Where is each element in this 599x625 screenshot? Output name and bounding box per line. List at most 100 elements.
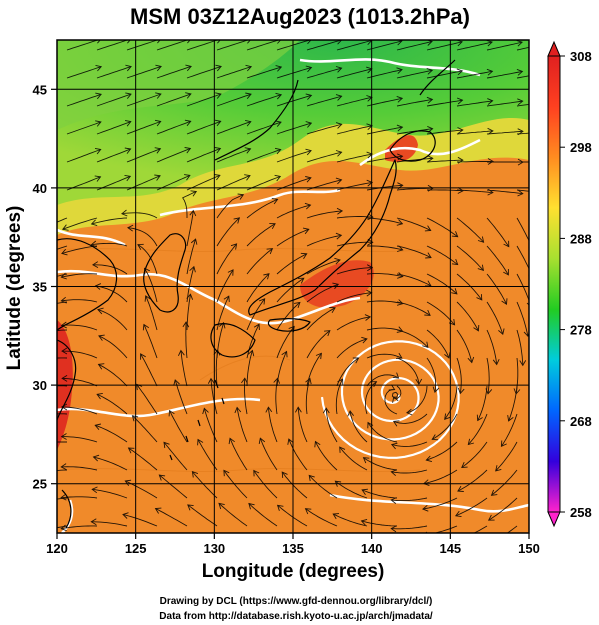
streamline [306, 123, 342, 135]
streamline [336, 68, 372, 79]
streamline [61, 466, 98, 471]
streamline-arrow [207, 377, 215, 384]
streamline-arrow [218, 502, 225, 510]
streamline-arrow [247, 349, 255, 357]
streamline [156, 65, 192, 79]
x-tick-label: 140 [361, 541, 383, 556]
streamline [92, 488, 128, 499]
streamline [186, 210, 194, 247]
streamline [486, 329, 498, 365]
streamline-arrow [97, 307, 104, 315]
streamline [216, 148, 251, 163]
streamline [396, 357, 420, 385]
coastlines [57, 59, 456, 529]
streamline-arrow [396, 67, 403, 74]
streamline [61, 324, 98, 331]
streamline-arrow [263, 273, 270, 280]
streamline-arrow [305, 93, 313, 100]
contour-line [57, 269, 361, 325]
streamline-arrow [94, 175, 102, 182]
streamline-arrow [95, 120, 102, 127]
streamline-arrow [94, 147, 102, 155]
streamline [186, 266, 195, 303]
streamline-arrow [422, 504, 429, 512]
streamline [57, 245, 68, 250]
streamline [495, 441, 518, 472]
y-axis-label: Latitude (degrees) [4, 206, 25, 371]
streamline-arrow [215, 64, 222, 72]
streamline [367, 245, 403, 251]
streamline [197, 439, 218, 471]
streamline-arrow [237, 193, 245, 200]
streamline [93, 456, 128, 471]
streamline-arrow [124, 174, 132, 182]
streamline [456, 70, 493, 79]
streamline [488, 497, 518, 521]
streamline [423, 469, 458, 485]
streamline [174, 379, 188, 415]
streamline [57, 301, 68, 304]
streamline-arrow [137, 243, 144, 250]
streamline [246, 94, 282, 107]
streamline-arrow [265, 406, 273, 413]
streamline [57, 413, 68, 415]
streamline [276, 351, 288, 387]
streamline [486, 100, 523, 107]
streamline-arrow [361, 336, 368, 344]
streamline [306, 234, 342, 247]
streamline-arrow [60, 493, 67, 501]
streamline [57, 441, 68, 443]
streamline [276, 150, 312, 163]
streamline [144, 268, 158, 303]
streamline [361, 489, 398, 499]
streamline [246, 248, 273, 275]
map-field [32, 40, 553, 533]
streamline [259, 438, 278, 471]
streamline [159, 474, 188, 499]
streamline-arrow [304, 202, 312, 210]
streamline-arrow [184, 147, 192, 154]
streamline-arrow [61, 248, 68, 256]
streamline-arrow [335, 177, 343, 185]
streamline-arrow [397, 40, 403, 46]
x-tick-label: 125 [125, 541, 147, 556]
streamline-arrow [322, 407, 330, 414]
streamline-arrow [273, 377, 281, 384]
streamline-arrow [396, 245, 404, 252]
streamline-arrow [451, 258, 459, 266]
streamline-arrow [486, 40, 493, 47]
x-tick-label: 145 [439, 541, 461, 556]
streamline [95, 285, 128, 303]
streamline [62, 377, 98, 387]
streamline [91, 242, 128, 247]
streamline [57, 357, 68, 359]
streamline-arrow [92, 454, 100, 462]
streamline [455, 497, 488, 517]
streamline-arrow [187, 40, 191, 44]
streamline-arrow [498, 328, 505, 336]
streamline-arrow [219, 321, 226, 329]
streamline [96, 93, 132, 107]
streamline [456, 130, 493, 135]
streamline [366, 353, 403, 359]
streamline [246, 324, 260, 359]
streamline [61, 436, 98, 443]
streamline [155, 508, 188, 527]
streamline-arrow [427, 155, 434, 163]
streamline [461, 441, 488, 468]
streamline-arrow [32, 331, 38, 337]
sakhalin-coastline [419, 59, 456, 96]
streamline [361, 520, 398, 527]
streamline-arrow [334, 480, 342, 487]
streamline [336, 338, 368, 359]
streamline [516, 46, 529, 51]
streamline-arrow [424, 309, 431, 316]
streamline-arrow [467, 356, 475, 364]
streamline [145, 295, 158, 331]
streamline-arrow [547, 40, 553, 46]
streamline-arrow [305, 65, 313, 73]
streamline [396, 98, 433, 107]
streamline-arrow [125, 92, 132, 99]
streamline [306, 330, 331, 359]
